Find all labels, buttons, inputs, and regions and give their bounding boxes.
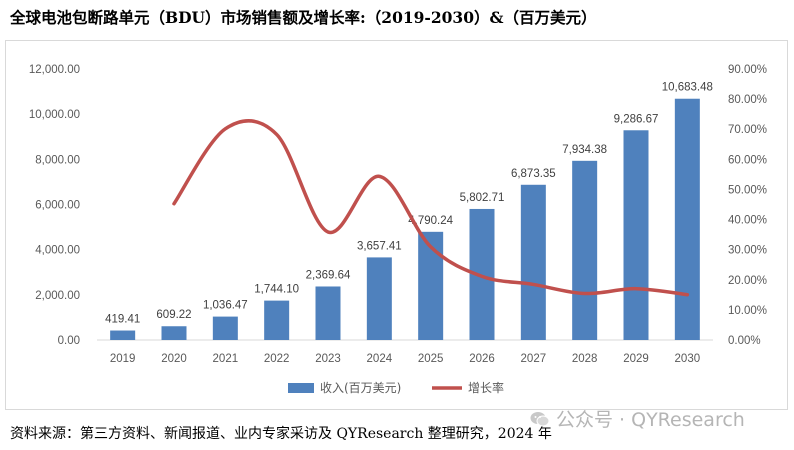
chart-title: 全球电池包断路单元（BDU）市场销售额及增长率:（2019-2030）&（百万美… bbox=[10, 8, 597, 27]
bar bbox=[418, 231, 444, 340]
watermark: 公众号 · QYResearch bbox=[530, 405, 745, 432]
x-tick-label: 2020 bbox=[161, 353, 187, 365]
y-right-tick-label: 70.00% bbox=[728, 124, 767, 136]
source-note: 资料来源：第三方资料、新闻报道、业内专家采访及 QYResearch 整理研究，… bbox=[10, 426, 552, 442]
legend-label-revenue: 收入(百万美元) bbox=[320, 381, 401, 395]
y-left-tick-label: 6,000.00 bbox=[35, 200, 80, 212]
legend-label-growth: 增长率 bbox=[468, 380, 504, 395]
bar bbox=[623, 130, 649, 340]
wechat-icon bbox=[530, 411, 550, 427]
bar-data-label: 2,369.64 bbox=[306, 269, 351, 281]
y-right-tick-label: 90.00% bbox=[728, 64, 767, 76]
bar-data-label: 7,934.38 bbox=[562, 144, 607, 156]
x-tick-label: 2030 bbox=[675, 353, 701, 365]
y-right-tick-label: 20.00% bbox=[728, 275, 767, 287]
bar bbox=[674, 98, 700, 340]
chart-frame bbox=[5, 40, 788, 410]
x-tick-label: 2027 bbox=[521, 353, 547, 365]
x-tick-label: 2026 bbox=[469, 353, 495, 365]
bar bbox=[520, 184, 546, 340]
bar-data-label: 609.22 bbox=[156, 309, 191, 321]
bar-data-label: 1,036.47 bbox=[203, 300, 248, 312]
bar-data-label: 4,790.24 bbox=[408, 215, 453, 227]
bar-data-label: 10,683.48 bbox=[662, 82, 713, 94]
x-tick-label: 2019 bbox=[110, 353, 136, 365]
y-left-tick-label: 2,000.00 bbox=[35, 290, 80, 302]
legend-swatch-revenue bbox=[288, 383, 314, 393]
bar-data-label: 9,286.67 bbox=[614, 113, 659, 125]
y-left-tick-label: 8,000.00 bbox=[35, 154, 80, 166]
bar bbox=[315, 286, 341, 340]
y-right-tick-label: 60.00% bbox=[728, 154, 767, 166]
y-right-tick-label: 80.00% bbox=[728, 94, 767, 106]
growth-rate-line bbox=[172, 119, 690, 297]
x-tick-label: 2021 bbox=[213, 353, 239, 365]
bar bbox=[110, 330, 136, 340]
x-tick-label: 2024 bbox=[367, 353, 393, 365]
bar bbox=[366, 257, 392, 340]
y-right-tick-label: 10.00% bbox=[728, 305, 767, 317]
bar bbox=[161, 326, 187, 340]
y-right-tick-label: 0.00% bbox=[728, 335, 761, 347]
bar-data-label: 5,802.71 bbox=[460, 192, 505, 204]
y-right-tick-label: 40.00% bbox=[728, 215, 767, 227]
bar-data-label: 3,657.41 bbox=[357, 240, 402, 252]
x-tick-label: 2025 bbox=[418, 353, 444, 365]
watermark-text: 公众号 · QYResearch bbox=[556, 409, 745, 431]
x-tick-label: 2028 bbox=[572, 353, 598, 365]
bar-data-label: 1,744.10 bbox=[254, 284, 299, 296]
y-left-tick-label: 0.00 bbox=[58, 335, 80, 347]
y-left-tick-label: 10,000.00 bbox=[29, 109, 80, 121]
y-left-tick-label: 4,000.00 bbox=[35, 245, 80, 257]
y-right-tick-label: 30.00% bbox=[728, 245, 767, 257]
x-tick-label: 2022 bbox=[264, 353, 290, 365]
bar bbox=[572, 160, 598, 340]
x-tick-label: 2029 bbox=[623, 353, 649, 365]
bar-data-label: 419.41 bbox=[105, 314, 140, 326]
bar bbox=[212, 316, 238, 340]
y-left-tick-label: 12,000.00 bbox=[29, 64, 80, 76]
bar-data-label: 6,873.35 bbox=[511, 168, 556, 180]
bar bbox=[264, 300, 290, 340]
y-right-tick-label: 50.00% bbox=[728, 184, 767, 196]
x-tick-label: 2023 bbox=[315, 353, 341, 365]
